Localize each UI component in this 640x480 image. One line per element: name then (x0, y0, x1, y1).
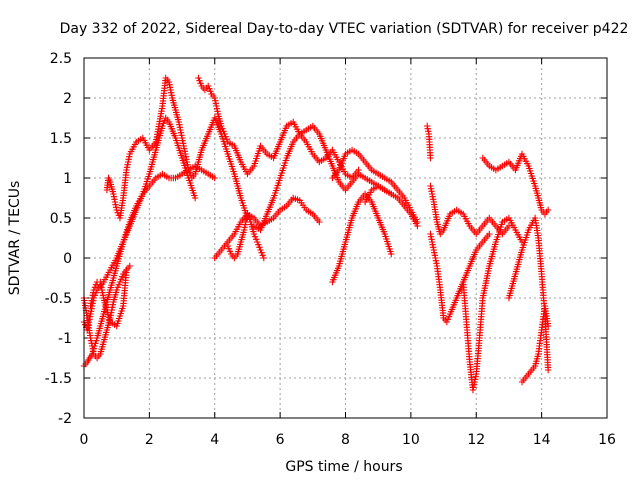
series-track-6 (172, 106, 251, 222)
plot-frame (83, 57, 608, 419)
series-track-17 (459, 214, 526, 394)
y-tick-label: 2 (63, 91, 72, 107)
series-track-11 (329, 146, 421, 226)
data-point (414, 222, 421, 230)
chart-title: Day 332 of 2022, Sidereal Day-to-day VTE… (60, 21, 629, 37)
y-tick-label: 1 (63, 171, 72, 187)
series-track-7 (195, 74, 362, 182)
y-tick-label: -1 (58, 331, 72, 347)
data-point (123, 266, 130, 274)
data-point (191, 194, 199, 202)
y-axis-label: SDTVAR / TECUs (7, 181, 23, 296)
series-track-13 (361, 182, 421, 230)
grid (84, 58, 607, 418)
series-track-3 (80, 114, 199, 334)
axis-ticks: 0 2 4 6 8 10 12 14 16 -2 -1.5 -1 -0.5 0 0.5 1 1.5 2 2.5 (45, 51, 616, 448)
x-tick-label: 4 (210, 432, 219, 448)
series-track-18 (479, 150, 552, 218)
data-point (427, 154, 434, 162)
x-tick-label: 6 (276, 432, 285, 448)
series-track-5 (87, 266, 130, 330)
series-track-19 (505, 214, 552, 374)
y-tick-label: 1.5 (50, 131, 72, 147)
y-tick-label: -2 (58, 411, 72, 427)
data-point (544, 366, 552, 374)
series-track-10 (250, 122, 395, 234)
y-tick-label: 2.5 (50, 51, 72, 67)
y-tick-label: 0.5 (50, 211, 72, 227)
series-track-12 (329, 190, 395, 286)
x-tick-label: 8 (341, 432, 350, 448)
x-tick-label: 2 (145, 432, 154, 448)
data-point (211, 174, 218, 182)
series-track-4 (103, 74, 179, 222)
data-point (316, 218, 323, 226)
y-tick-label: -1.5 (45, 371, 72, 387)
series-track-14 (424, 122, 434, 162)
series-track-9 (224, 210, 267, 262)
data-point (486, 230, 493, 238)
x-tick-label: 10 (402, 432, 420, 448)
series-track-8 (211, 194, 323, 262)
series-track-16 (427, 230, 493, 326)
y-tick-label: -0.5 (45, 291, 72, 307)
y-tick-label: 0 (63, 251, 72, 267)
data-point (126, 262, 133, 270)
x-tick-label: 14 (533, 432, 551, 448)
series-track-15 (427, 182, 513, 238)
data-point (388, 250, 395, 258)
series-track-20 (518, 302, 552, 386)
data-point (544, 322, 552, 330)
data-point (544, 206, 552, 214)
x-tick-label: 0 (80, 432, 89, 448)
x-axis-label: GPS time / hours (285, 459, 402, 475)
scatter-points (80, 74, 552, 394)
x-tick-label: 16 (598, 432, 616, 448)
x-tick-label: 12 (467, 432, 485, 448)
data-point (260, 254, 267, 262)
